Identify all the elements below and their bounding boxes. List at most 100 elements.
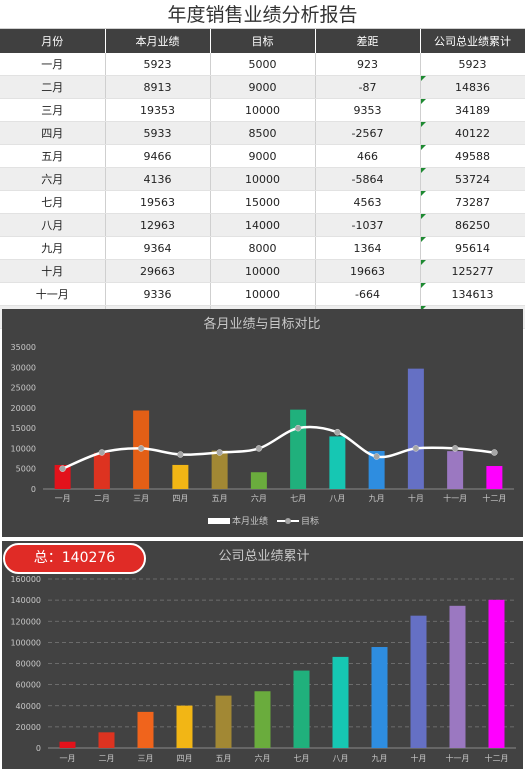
table-cell: -87 <box>315 76 420 99</box>
x-tick-label: 一月 <box>55 494 71 503</box>
x-tick-label: 三月 <box>133 494 149 503</box>
table-cell: 六月 <box>0 168 105 191</box>
x-tick-label: 十二月 <box>485 753 509 763</box>
total-badge-label: 总： <box>34 550 62 566</box>
table-cell: 95614 <box>420 237 525 260</box>
target-marker <box>413 445 419 451</box>
x-tick-label: 七月 <box>294 754 310 763</box>
table-cell: 34189 <box>420 99 525 122</box>
chart-title: 公司总业绩累计 <box>218 549 309 564</box>
target-line <box>63 427 495 469</box>
target-marker <box>374 454 380 460</box>
x-tick-label: 十月 <box>411 753 427 763</box>
legend-swatch-marker <box>285 518 291 524</box>
table-cell: 8913 <box>105 76 210 99</box>
table-cell: 十一月 <box>0 283 105 306</box>
bar <box>294 671 310 748</box>
table-cell: 5923 <box>105 53 210 76</box>
table-cell: 4563 <box>315 191 420 214</box>
bar <box>329 436 345 489</box>
column-header: 差距 <box>315 29 420 53</box>
bar <box>216 696 232 748</box>
bar <box>172 465 188 489</box>
x-tick-label: 二月 <box>99 754 115 763</box>
x-tick-label: 十一月 <box>446 753 470 763</box>
x-tick-label: 八月 <box>329 494 345 503</box>
target-marker <box>177 452 183 458</box>
bar <box>489 600 505 748</box>
target-marker <box>99 449 105 455</box>
table-row: 九月 9364 8000 1364 95614 <box>0 237 525 260</box>
bar <box>411 616 427 748</box>
table-cell: 五月 <box>0 145 105 168</box>
x-tick-label: 六月 <box>251 493 267 503</box>
bar <box>290 410 306 489</box>
y-tick-label: 60000 <box>16 681 41 690</box>
table-cell: 14836 <box>420 76 525 99</box>
table-header-row: 月份 本月业绩 目标 差距 公司总业绩累计 <box>0 29 525 53</box>
bar <box>99 732 115 748</box>
y-tick-label: 35000 <box>11 343 36 352</box>
table-cell: 923 <box>315 53 420 76</box>
bar <box>251 472 267 489</box>
bar <box>138 712 154 748</box>
table-cell: 10000 <box>210 99 315 122</box>
table-cell: 5000 <box>210 53 315 76</box>
table-cell: 49588 <box>420 145 525 168</box>
y-tick-label: 120000 <box>10 617 41 626</box>
target-marker <box>491 449 497 455</box>
table-cell: 10000 <box>210 283 315 306</box>
bar <box>447 451 463 489</box>
table-cell: 466 <box>315 145 420 168</box>
table-row: 八月 12963 14000 -1037 86250 <box>0 214 525 237</box>
table-cell: 十月 <box>0 260 105 283</box>
table-cell: 9000 <box>210 145 315 168</box>
y-tick-label: 0 <box>36 744 41 753</box>
table-cell: 七月 <box>0 191 105 214</box>
x-tick-label: 十一月 <box>443 493 467 503</box>
table-cell: 134613 <box>420 283 525 306</box>
y-tick-label: 0 <box>31 485 36 494</box>
y-tick-label: 100000 <box>10 638 41 647</box>
table-cell: 八月 <box>0 214 105 237</box>
column-header: 本月业绩 <box>105 29 210 53</box>
legend-swatch-bars <box>208 518 230 524</box>
bar <box>450 606 466 748</box>
chart-title: 各月业绩与目标对比 <box>203 316 320 332</box>
x-tick-label: 十月 <box>408 493 424 503</box>
table-cell: 5923 <box>420 53 525 76</box>
table-row: 四月 5933 8500 -2567 40122 <box>0 122 525 145</box>
monthly-vs-target-chart: 各月业绩与目标对比 0 5000 10000 15000 20000 25000 30000 3… <box>2 309 523 537</box>
table-cell: -1037 <box>315 214 420 237</box>
table-cell: 40122 <box>420 122 525 145</box>
y-tick-label: 80000 <box>16 660 41 669</box>
x-tick-label: 二月 <box>94 494 110 503</box>
y-tick-label: 40000 <box>16 702 41 711</box>
table-cell: 8500 <box>210 122 315 145</box>
table-cell: 15000 <box>210 191 315 214</box>
table-cell: 14000 <box>210 214 315 237</box>
total-badge-value: 140276 <box>62 550 115 566</box>
y-tick-label: 30000 <box>11 363 36 372</box>
table-cell: 9336 <box>105 283 210 306</box>
bar <box>408 369 424 489</box>
table-cell: 12963 <box>105 214 210 237</box>
total-badge: 总：140276 <box>3 543 146 574</box>
x-tick-label: 一月 <box>60 754 76 763</box>
table-cell: 9364 <box>105 237 210 260</box>
table-cell: 86250 <box>420 214 525 237</box>
target-marker <box>295 425 301 431</box>
x-tick-label: 六月 <box>255 753 271 763</box>
bar <box>94 453 110 489</box>
y-tick-label: 5000 <box>16 465 36 474</box>
table-cell: 四月 <box>0 122 105 145</box>
table-cell: 一月 <box>0 53 105 76</box>
table-cell: 19663 <box>315 260 420 283</box>
target-marker <box>138 445 144 451</box>
table-cell: 53724 <box>420 168 525 191</box>
column-header: 公司总业绩累计 <box>420 29 525 53</box>
bar <box>333 657 349 748</box>
monthly-sales-table: 月份 本月业绩 目标 差距 公司总业绩累计 一月 5923 5000 923 5923 二月 891… <box>0 29 525 329</box>
x-tick-label: 三月 <box>138 754 154 763</box>
table-row: 十一月 9336 10000 -664 134613 <box>0 283 525 306</box>
